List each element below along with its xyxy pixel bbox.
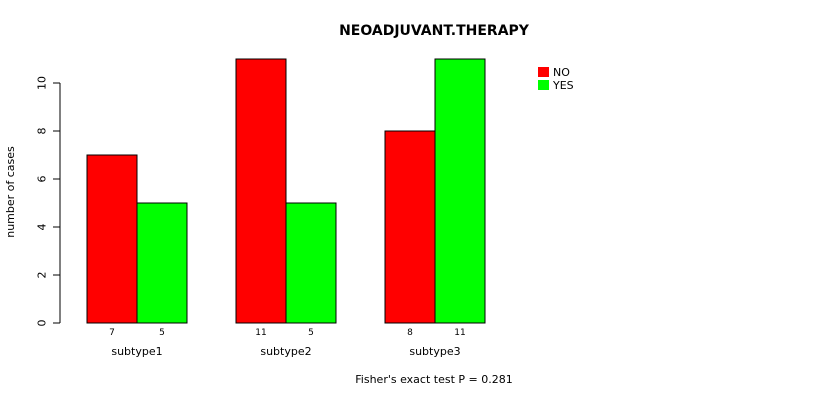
y-tick-label: 0 <box>36 320 49 327</box>
bar-no-subtype1 <box>86 154 138 324</box>
y-tick-label: 8 <box>36 128 49 135</box>
legend-swatch-yes <box>538 80 549 90</box>
legend-label-no: NO <box>553 66 570 79</box>
bar-yes-subtype2 <box>285 202 337 324</box>
bar-count-label: 8 <box>407 328 413 338</box>
legend-label-yes: YES <box>552 79 574 92</box>
bar-count-label: 11 <box>454 328 465 338</box>
x-category-label: subtype3 <box>409 345 460 358</box>
fisher-test-caption: Fisher's exact test P = 0.281 <box>355 373 512 386</box>
bar-yes-subtype3 <box>434 58 486 324</box>
bar-no-subtype3 <box>384 130 436 324</box>
bar-count-label: 5 <box>159 328 165 338</box>
y-axis-label: number of cases <box>4 146 17 238</box>
bar-count-label: 7 <box>109 328 115 338</box>
chart-title: NEOADJUVANT.THERAPY <box>339 23 530 39</box>
bar-no-subtype2 <box>235 58 287 324</box>
x-category-label: subtype2 <box>260 345 311 358</box>
bar-yes-subtype1 <box>136 202 188 324</box>
y-tick-label: 6 <box>36 176 49 183</box>
y-tick-label: 2 <box>36 272 49 279</box>
y-tick-label: 4 <box>36 224 49 231</box>
y-axis: 0 2 4 6 8 10 <box>36 76 61 327</box>
bars: 7 5 subtype1 11 5 subtype2 8 11 subtype3 <box>86 58 486 358</box>
y-tick-label: 10 <box>36 76 49 90</box>
legend-swatch-no <box>538 67 549 77</box>
bar-count-label: 11 <box>255 328 266 338</box>
bar-count-label: 5 <box>308 328 314 338</box>
x-category-label: subtype1 <box>111 345 162 358</box>
